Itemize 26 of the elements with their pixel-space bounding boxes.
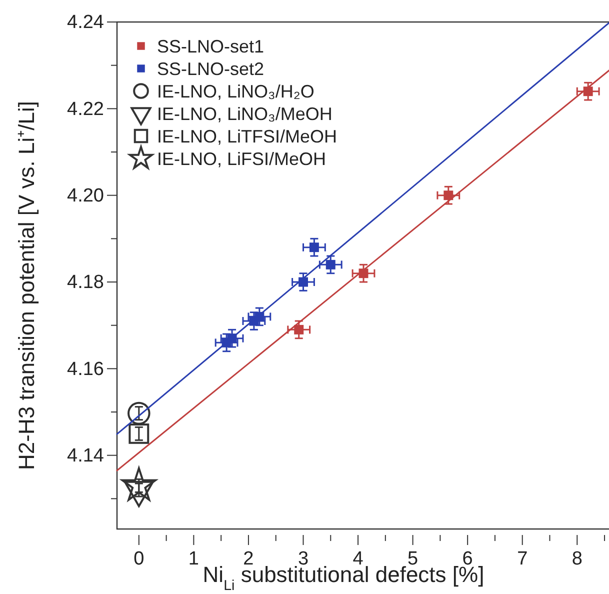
legend-label: SS-LNO-set2	[157, 58, 264, 79]
y-tick-label: 4.16	[67, 358, 104, 380]
x-tick-label: 2	[243, 548, 254, 570]
y-tick-label: 4.20	[67, 185, 104, 206]
x-tick-label: 8	[572, 548, 582, 570]
y-tick-label: 4.18	[67, 272, 104, 294]
legend-label: SS-LNO-set1	[157, 36, 264, 56]
point	[128, 423, 150, 444]
x-tick-label: 1	[188, 548, 199, 570]
point	[444, 190, 454, 200]
x-tick-label: 0	[134, 548, 144, 570]
legend-label: IE-LNO, LiTFSI/MeOH	[157, 126, 338, 146]
point	[309, 242, 319, 252]
point	[294, 324, 304, 334]
legend-label: IE-LNO, LiNO₃/H₂O	[157, 81, 314, 102]
legend-label: IE-LNO, LiNO₃/MeOH	[157, 104, 332, 124]
y-axis-title: H2-H3 transition potential [V vs. Li⁺/Li]	[14, 101, 39, 470]
x-tick-label: 5	[408, 548, 418, 570]
x-tick-label: 4	[352, 548, 364, 570]
x-tick-label: 7	[517, 548, 528, 570]
y-tick-label: 4.24	[67, 12, 104, 34]
point	[128, 402, 150, 425]
y-tick-label: 4.14	[67, 445, 104, 466]
point	[326, 260, 336, 270]
y-tick-label: 4.22	[67, 98, 104, 120]
legend-label: IE-LNO, LiFSI/MeOH	[157, 148, 326, 169]
